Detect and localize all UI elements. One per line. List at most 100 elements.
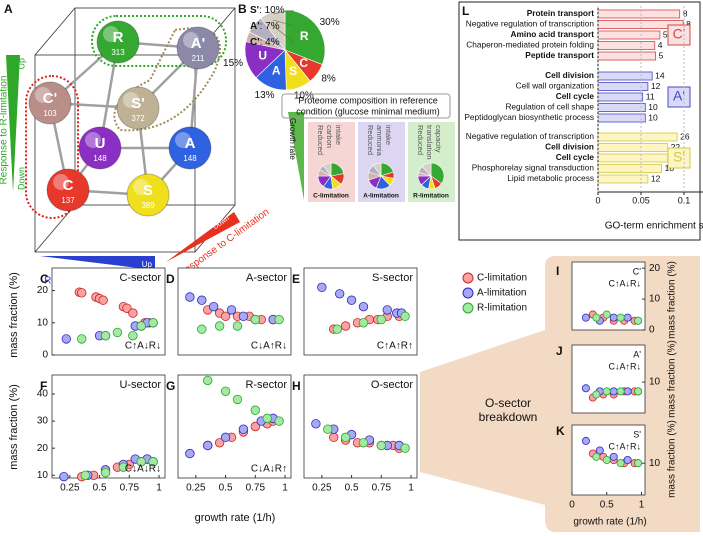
sphere-highlight bbox=[103, 26, 119, 42]
condition-title: Reduced bbox=[316, 125, 325, 155]
panel-title: C' bbox=[633, 266, 641, 276]
x-axis-label: GO-term enrichment score bbox=[605, 221, 703, 232]
data-point bbox=[118, 462, 129, 472]
slice-name: A' bbox=[250, 21, 260, 32]
go-panel-frame bbox=[458, 1, 701, 241]
data-point bbox=[148, 457, 158, 467]
x-tick-label: 0.1 bbox=[678, 195, 691, 205]
go-count: 10 bbox=[648, 112, 658, 122]
go-bar bbox=[597, 92, 644, 102]
data-point bbox=[262, 413, 272, 424]
sphere bbox=[126, 173, 170, 217]
panel-title: A-sector bbox=[246, 272, 287, 284]
sphere-highlight bbox=[123, 92, 139, 108]
x-tick-label: 0.75 bbox=[246, 483, 266, 494]
slice-label: U bbox=[258, 48, 267, 62]
pie-slice bbox=[322, 162, 332, 177]
x-tick-label: 0 bbox=[569, 500, 575, 511]
panel-title: C-sector bbox=[119, 272, 161, 284]
condition-title: intake bbox=[384, 125, 393, 145]
slice-name: C' bbox=[250, 37, 260, 48]
data-point bbox=[220, 311, 231, 322]
data-point bbox=[609, 387, 618, 396]
data-point bbox=[334, 289, 345, 299]
growth-rate-wedge bbox=[288, 112, 304, 200]
leader bbox=[272, 9, 295, 15]
data-point bbox=[77, 334, 87, 344]
data-point bbox=[250, 421, 261, 432]
y-tick-label: 30 bbox=[37, 416, 49, 427]
data-point bbox=[197, 324, 207, 334]
go-count: 26 bbox=[680, 131, 690, 141]
axis-title: Response to R-limitation bbox=[0, 76, 10, 185]
data-point bbox=[232, 394, 243, 405]
pie-slice bbox=[430, 162, 445, 185]
y-tick-label: 10 bbox=[37, 317, 49, 328]
go-count: 4 bbox=[658, 40, 663, 50]
sphere-label: C' bbox=[43, 90, 57, 107]
axis-down: Down bbox=[44, 258, 64, 267]
sphere-highlight bbox=[175, 132, 191, 148]
x-tick-label: 1 bbox=[282, 483, 288, 494]
go-count: 8 bbox=[683, 8, 688, 18]
go-bar bbox=[597, 82, 649, 91]
x-tick-label: 0.05 bbox=[632, 195, 650, 205]
sphere bbox=[78, 126, 122, 170]
sphere-count: 137 bbox=[61, 196, 75, 205]
sphere-highlight bbox=[35, 87, 51, 103]
leader bbox=[272, 19, 295, 27]
data-point bbox=[581, 384, 590, 393]
y-tick-label: 20 bbox=[37, 443, 49, 454]
data-point bbox=[208, 301, 219, 312]
data-point bbox=[346, 295, 357, 305]
legend-label: R-limitation bbox=[477, 303, 527, 314]
data-point bbox=[358, 438, 369, 448]
x-tick-label: 0.75 bbox=[120, 483, 140, 494]
panel-title: R-sector bbox=[245, 379, 287, 391]
x-tick-label: 1 bbox=[408, 483, 414, 494]
go-count: 10 bbox=[648, 102, 658, 112]
condition-name: R-limitation bbox=[413, 193, 449, 200]
sphere-count: 372 bbox=[131, 114, 145, 123]
data-point bbox=[323, 424, 333, 434]
x-tick-label: 0.5 bbox=[93, 483, 107, 494]
go-count: 11 bbox=[646, 91, 655, 101]
go-bar bbox=[597, 103, 646, 112]
legend-marker bbox=[462, 272, 474, 284]
sphere-label: C bbox=[63, 177, 74, 194]
data-point bbox=[80, 470, 91, 480]
legend-marker bbox=[462, 287, 474, 299]
x-tick-label: 0.5 bbox=[600, 500, 614, 511]
breakdown-label: O-sector bbox=[485, 396, 531, 410]
data-point bbox=[581, 313, 590, 322]
data-point bbox=[592, 452, 601, 461]
plot-frame bbox=[571, 344, 646, 414]
go-term: Negative regulation of transcription bbox=[466, 19, 595, 29]
slice-name: S' bbox=[250, 5, 259, 16]
go-term: Cell division bbox=[545, 70, 594, 80]
panel-letter: K bbox=[556, 424, 565, 438]
sphere-count: 389 bbox=[141, 201, 155, 210]
data-point bbox=[317, 282, 327, 293]
data-point bbox=[203, 375, 213, 386]
data-point bbox=[238, 311, 249, 322]
sphere-count: 148 bbox=[93, 154, 107, 163]
slice-value: 8% bbox=[321, 74, 336, 85]
go-count: 12 bbox=[651, 173, 661, 183]
go-term: Phosphorelay signal transduction bbox=[472, 163, 595, 173]
data-point bbox=[595, 446, 604, 455]
a-axis-wedge bbox=[40, 256, 155, 270]
x-tick-label: 1 bbox=[156, 483, 162, 494]
go-bar bbox=[597, 71, 653, 81]
data-point bbox=[400, 443, 410, 453]
slice-value: : 4% bbox=[260, 37, 280, 48]
go-term: Peptidoglycan biosynthetic process bbox=[464, 112, 594, 122]
panel-annotation: C↓A↓R↑ bbox=[251, 464, 287, 475]
sphere-highlight bbox=[53, 174, 69, 190]
data-point bbox=[250, 405, 261, 415]
go-bar bbox=[597, 174, 649, 184]
sphere-count: 313 bbox=[111, 48, 125, 57]
panel-letter: L bbox=[462, 4, 469, 18]
data-point bbox=[136, 321, 146, 331]
data-point bbox=[634, 459, 643, 468]
